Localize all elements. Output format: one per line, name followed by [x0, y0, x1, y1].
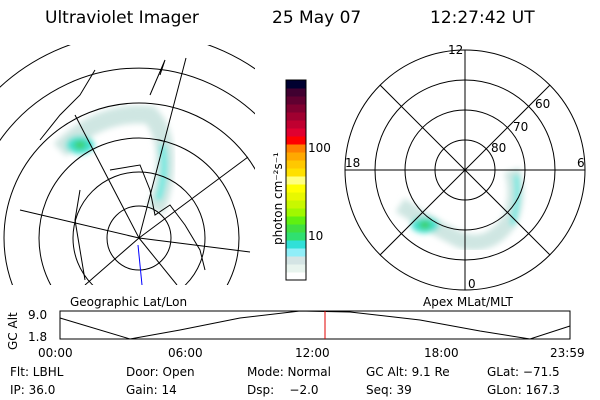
colorbar-segment — [286, 192, 306, 201]
colorbar-segment — [286, 120, 306, 129]
colorbar-segment — [286, 112, 306, 121]
mlt-label-0: 0 — [468, 277, 476, 291]
colorbar-segment — [286, 160, 306, 169]
coastline — [39, 59, 206, 281]
mlat-label-80: 80 — [491, 141, 507, 155]
colorbar-segment — [286, 208, 306, 217]
mlat-label-60: 60 — [535, 97, 551, 111]
colorbar-unit: photon cm⁻²s⁻¹ — [271, 152, 285, 245]
gc-alt-info: GC Alt: 9.1 Re — [366, 365, 450, 379]
mlt-label-6: 6 — [577, 156, 585, 170]
latitude-circles — [0, 45, 255, 285]
colorbar-segment — [286, 144, 306, 153]
y-tick-min: 1.8 — [28, 330, 48, 344]
colorbar-segment — [286, 232, 306, 241]
x-tick-0000: 00:00 — [38, 346, 73, 360]
door-info: Door: Open — [126, 365, 195, 379]
seq-info: Seq: 39 — [366, 383, 412, 397]
timeline-axis-label: GC Alt — [6, 312, 20, 350]
altitude-curve — [59, 310, 571, 340]
x-tick-1200: 12:00 — [295, 346, 330, 360]
colorbar-tick-100: 100 — [308, 141, 331, 155]
instrument-title: Ultraviolet Imager — [45, 8, 199, 28]
colorbar-segment — [286, 248, 306, 257]
x-tick-1800: 18:00 — [424, 346, 459, 360]
colorbar-segment — [286, 184, 306, 193]
colorbar-segment — [286, 96, 306, 105]
colorbar-segment — [286, 224, 306, 233]
colorbar — [286, 80, 306, 281]
colorbar-segment — [286, 88, 306, 97]
gain-info: Gain: 14 — [126, 383, 177, 397]
longitude-lines — [19, 57, 251, 285]
aurora-emission-left — [53, 105, 175, 215]
colorbar-segment — [286, 200, 306, 209]
mlat-label-70: 70 — [513, 120, 529, 134]
colorbar-segment — [286, 176, 306, 185]
glat-info: GLat: −71.5 — [487, 365, 560, 379]
left-map-label: Geographic Lat/Lon — [70, 295, 188, 309]
colorbar-frame — [285, 79, 307, 281]
colorbar-segment — [286, 264, 306, 273]
glon-info: GLon: 167.3 — [487, 383, 560, 397]
colorbar-segment — [286, 168, 306, 177]
colorbar-segment — [286, 272, 306, 281]
colorbar-segment — [286, 152, 306, 161]
filter-info: Flt: LBHL — [10, 365, 64, 379]
colorbar-segment — [286, 136, 306, 145]
time-label: 12:27:42 UT — [430, 8, 535, 28]
x-tick-2359: 23:59 — [550, 346, 585, 360]
colorbar-tick-10: 10 — [308, 229, 324, 243]
altitude-timeline[interactable] — [59, 310, 571, 340]
dsp-info: Dsp: −2.0 — [247, 383, 319, 397]
mode-info: Mode: Normal — [247, 365, 331, 379]
colorbar-segment — [286, 128, 306, 137]
colorbar-segment — [286, 256, 306, 265]
ip-info: IP: 36.0 — [10, 383, 56, 397]
colorbar-segment — [286, 240, 306, 249]
mlt-label-18: 18 — [345, 156, 361, 170]
colorbar-segment — [286, 104, 306, 113]
mlt-label-12: 12 — [448, 43, 464, 57]
y-tick-max: 9.0 — [28, 308, 48, 322]
geographic-map — [0, 45, 255, 285]
x-tick-0600: 06:00 — [168, 346, 203, 360]
right-map-label: Apex MLat/MLT — [423, 295, 513, 309]
colorbar-segment — [286, 80, 306, 89]
date-label: 25 May 07 — [272, 8, 362, 28]
satellite-track — [137, 244, 143, 285]
colorbar-segment — [286, 216, 306, 225]
apex-polar-map — [344, 49, 586, 291]
